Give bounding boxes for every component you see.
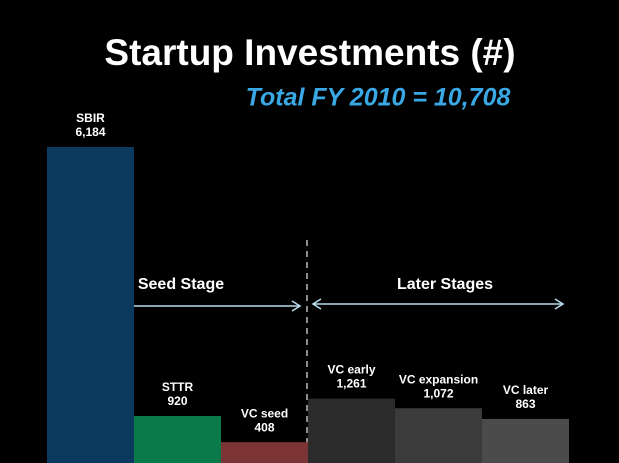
category-label: VC seed	[241, 406, 288, 420]
category-label: STTR	[162, 380, 194, 394]
bar	[221, 442, 308, 463]
category-label: SBIR	[76, 111, 105, 125]
value-label: 6,184	[75, 125, 105, 139]
category-label: VC early	[327, 363, 375, 377]
chart-subtitle: Total FY 2010 = 10,708	[246, 84, 511, 112]
bar	[47, 147, 134, 463]
value-label: 408	[254, 420, 274, 434]
value-label: 920	[167, 394, 187, 408]
chart-title: Startup Investments (#)	[104, 32, 515, 73]
bar	[395, 408, 482, 463]
bar	[482, 418, 569, 463]
value-label: 1,261	[336, 377, 366, 391]
category-label: VC later	[503, 383, 549, 397]
annotation: Later Stages	[397, 276, 493, 293]
category-label: VC expansion	[399, 372, 478, 386]
value-label: 863	[515, 397, 535, 411]
bar	[308, 398, 395, 463]
value-label: 1,072	[423, 386, 453, 400]
annotation: Seed Stage	[138, 276, 224, 293]
bar	[134, 415, 221, 463]
